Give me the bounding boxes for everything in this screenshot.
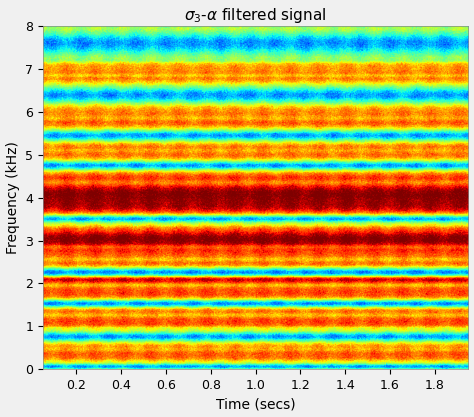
Title: $\sigma_3$-$\alpha$ filtered signal: $\sigma_3$-$\alpha$ filtered signal <box>184 5 327 25</box>
Y-axis label: Frequency (kHz): Frequency (kHz) <box>6 141 19 254</box>
X-axis label: Time (secs): Time (secs) <box>216 397 295 412</box>
